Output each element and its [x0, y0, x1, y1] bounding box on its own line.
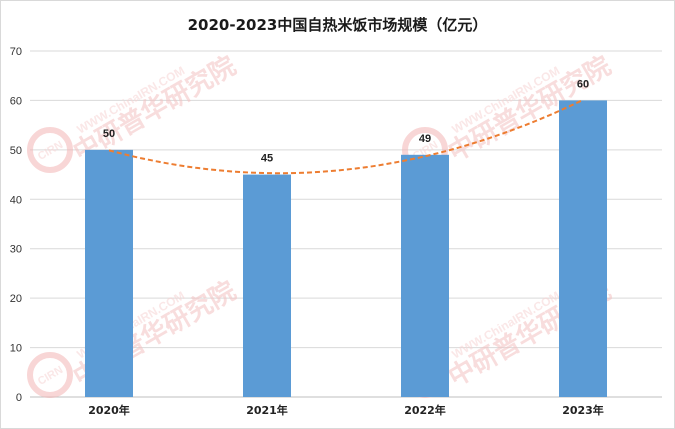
bar — [401, 154, 449, 397]
y-tick-label: 30 — [10, 244, 22, 256]
trendline-layer — [108, 98, 584, 175]
x-tick-label: 2022年 — [404, 403, 446, 417]
x-tick-label: 2021年 — [246, 403, 288, 417]
x-tick-label: 2023年 — [562, 403, 604, 417]
data-label: 60 — [577, 78, 589, 90]
chart-title: 2020-2023中国自热米饭市场规模（亿元） — [187, 16, 488, 34]
y-tick-label: 10 — [10, 343, 22, 355]
bars-layer — [85, 100, 607, 397]
bar — [85, 149, 133, 397]
bar — [559, 100, 607, 397]
y-tick-label: 70 — [10, 46, 22, 58]
y-tick-label: 20 — [10, 293, 22, 305]
data-label: 50 — [103, 128, 115, 140]
gridlines — [30, 50, 662, 398]
data-labels-layer: 50 45 49 60 — [103, 78, 589, 164]
watermark-logo-ring — [27, 352, 73, 398]
watermark-logo-ring — [27, 127, 73, 173]
x-axis: 2020年 2021年 2022年 2023年 — [88, 403, 604, 417]
bar — [243, 174, 291, 397]
watermark-logo-text: CIRN — [36, 139, 65, 163]
trendline — [108, 98, 584, 175]
data-label: 49 — [419, 133, 431, 145]
x-tick-label: 2020年 — [88, 403, 130, 417]
y-axis: 0 10 20 30 40 50 60 70 — [10, 46, 22, 404]
y-tick-label: 40 — [10, 194, 22, 206]
y-tick-label: 50 — [10, 145, 22, 157]
watermark-logo-text: CIRN — [36, 364, 65, 388]
data-label: 45 — [261, 153, 273, 165]
y-tick-label: 0 — [16, 392, 22, 404]
y-tick-label: 60 — [10, 95, 22, 107]
